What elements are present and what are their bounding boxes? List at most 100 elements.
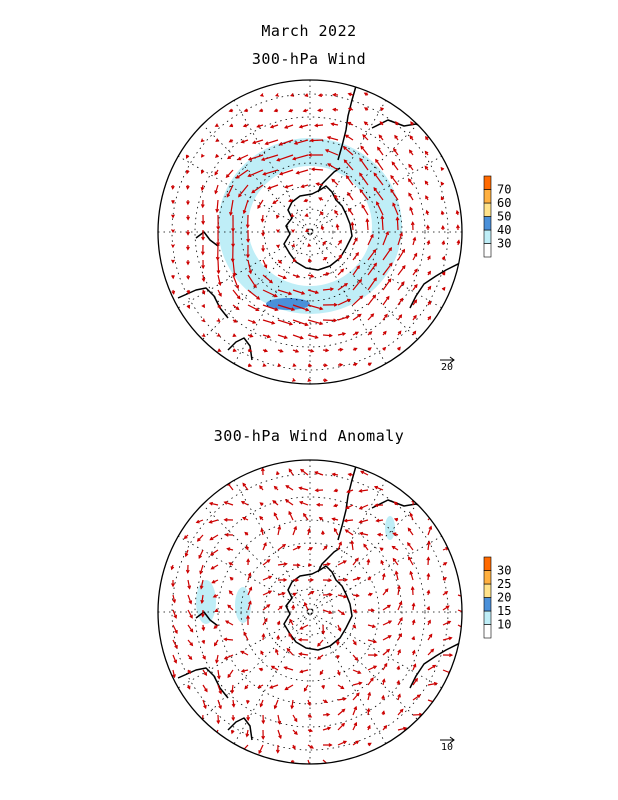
wind-arrowhead xyxy=(342,560,347,564)
colorbar-label: 25 xyxy=(497,577,511,591)
wind-arrowhead xyxy=(463,611,466,614)
wind-arrow xyxy=(360,146,369,156)
wind-arrowhead xyxy=(218,690,223,695)
south-america-coast xyxy=(337,465,357,541)
wind-arrowhead xyxy=(293,731,298,736)
wind-arrow xyxy=(262,304,278,311)
wind-arrow xyxy=(352,654,359,661)
wind-arrowhead xyxy=(463,595,466,598)
wind-arrowhead xyxy=(261,720,266,725)
wind-arrow xyxy=(172,609,177,619)
wind-arrow xyxy=(262,559,271,566)
wind-arrowhead xyxy=(296,563,301,568)
wind-arrowhead xyxy=(440,166,445,171)
colorbar-label: 50 xyxy=(497,210,511,224)
wind-arrowhead xyxy=(290,93,295,97)
wind-arrowhead xyxy=(372,639,378,644)
wind-arrow xyxy=(337,560,347,566)
wind-arrowhead xyxy=(327,163,332,167)
new-zealand-coast xyxy=(195,231,219,247)
wind-arrowhead xyxy=(305,228,310,233)
map-boundary xyxy=(157,79,463,385)
wind-arrowhead xyxy=(333,527,338,532)
wind-arrowhead xyxy=(430,512,435,517)
wind-arrow xyxy=(337,542,342,551)
wind-arrow xyxy=(277,729,282,739)
wind-arrow xyxy=(224,654,234,660)
wind-arrowhead xyxy=(347,107,352,112)
wind-arrowhead xyxy=(399,617,403,622)
wind-arrow xyxy=(337,316,349,321)
wind-arrow xyxy=(261,154,279,161)
wind-arrowhead xyxy=(355,557,359,562)
wind-arrowhead xyxy=(345,315,350,320)
wind-arrow xyxy=(363,544,369,551)
wind-arrowhead xyxy=(186,216,190,221)
wind-arrowhead xyxy=(328,333,333,338)
wind-arrowhead xyxy=(171,583,175,588)
wind-arrow xyxy=(367,677,374,686)
wind-arrowhead xyxy=(325,348,330,353)
wind-arrowhead xyxy=(185,154,190,159)
wind-arrowhead xyxy=(248,363,253,368)
wind-arrowhead xyxy=(342,146,347,150)
wind-arrow xyxy=(299,124,309,128)
wind-arrowhead xyxy=(263,264,268,269)
wind-arrowhead xyxy=(370,313,375,318)
wind-arrow xyxy=(252,139,264,144)
wind-arrowhead xyxy=(232,348,237,353)
wind-arrowhead xyxy=(170,185,175,190)
anomaly-shading xyxy=(196,516,395,624)
wind-arrowhead xyxy=(283,577,288,582)
wind-arrow xyxy=(325,149,339,156)
wind-arrowhead xyxy=(188,656,193,661)
wind-arrowhead xyxy=(248,586,253,591)
wind-arrowhead xyxy=(338,254,343,259)
wind-arrowhead xyxy=(276,244,280,249)
colorbar-label: 10 xyxy=(497,618,511,632)
wind-arrowhead xyxy=(441,240,446,245)
wind-arrowhead xyxy=(463,627,466,630)
wind-arrowhead xyxy=(210,565,215,570)
wind-arrowhead xyxy=(341,611,346,616)
wind-arrow xyxy=(210,534,219,541)
wind-arrowhead xyxy=(282,275,287,280)
wind-arrow xyxy=(382,278,392,291)
wind-arrowhead xyxy=(244,685,249,690)
wind-arrow xyxy=(409,207,414,216)
wind-arrow xyxy=(274,699,279,709)
wind-arrow xyxy=(284,666,294,671)
wind-arrow xyxy=(225,620,234,626)
wind-arrowhead xyxy=(185,185,190,190)
wind-arrowhead xyxy=(361,204,366,209)
wind-arrowhead xyxy=(173,614,178,619)
wind-arrowhead xyxy=(242,516,247,521)
wind-arrow xyxy=(373,187,384,201)
wind-arrow xyxy=(408,556,414,566)
wind-arrowhead xyxy=(409,570,414,575)
wind-arrowhead xyxy=(231,703,236,708)
wind-arrowhead xyxy=(226,547,231,552)
wind-arrow xyxy=(337,698,346,701)
africa-coast xyxy=(409,641,462,689)
wind-arrowhead xyxy=(308,714,313,718)
wind-arrow xyxy=(397,617,403,626)
wind-arrowhead xyxy=(258,750,262,755)
wind-arrowhead xyxy=(441,286,446,291)
wind-arrow xyxy=(271,665,279,671)
wind-arrow xyxy=(226,184,234,197)
wind-arrowhead xyxy=(385,230,389,235)
wind-arrowhead xyxy=(398,632,402,637)
wind-arrowhead xyxy=(428,633,433,638)
wind-arrow xyxy=(360,470,369,476)
wind-arrowhead xyxy=(209,551,214,556)
wind-arrowhead xyxy=(408,556,412,561)
wind-arrow xyxy=(197,534,204,542)
wind-arrow xyxy=(390,189,399,201)
wind-arrowhead xyxy=(337,627,342,632)
wind-arrowhead xyxy=(243,108,248,113)
wind-arrowhead xyxy=(229,576,234,581)
wind-arrow xyxy=(367,263,377,276)
wind-speed-shading xyxy=(218,138,402,314)
